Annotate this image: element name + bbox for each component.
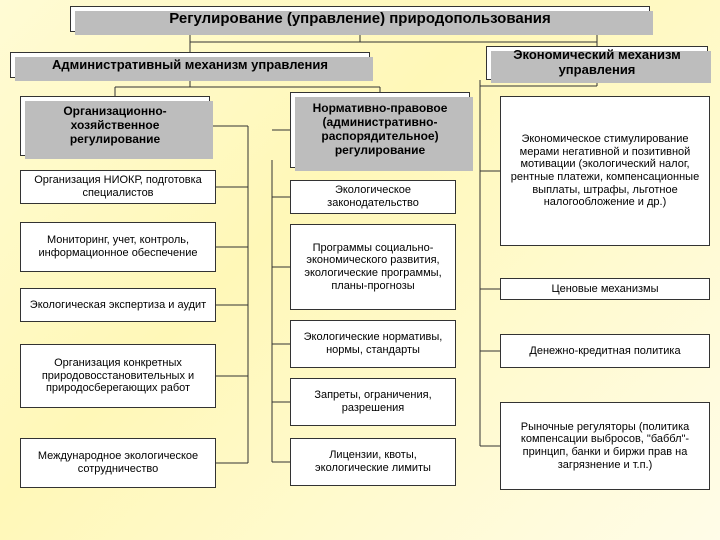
econ-header-label: Экономический механизм управления (493, 48, 701, 78)
col1-header-label: Организационно-хозяйственное регулирован… (27, 105, 203, 146)
admin-header-label: Административный механизм управления (52, 58, 328, 73)
col2-header: Нормативно-правовое (административно-рас… (290, 92, 470, 168)
col1-header: Организационно-хозяйственное регулирован… (20, 96, 210, 156)
title-box-label: Регулирование (управление) природопользо… (169, 10, 550, 27)
econ-header: Экономический механизм управления (486, 46, 708, 80)
title-box: Регулирование (управление) природопользо… (70, 6, 650, 32)
admin-header: Административный механизм управления (10, 52, 370, 78)
col2-header-label: Нормативно-правовое (административно-рас… (297, 102, 463, 157)
